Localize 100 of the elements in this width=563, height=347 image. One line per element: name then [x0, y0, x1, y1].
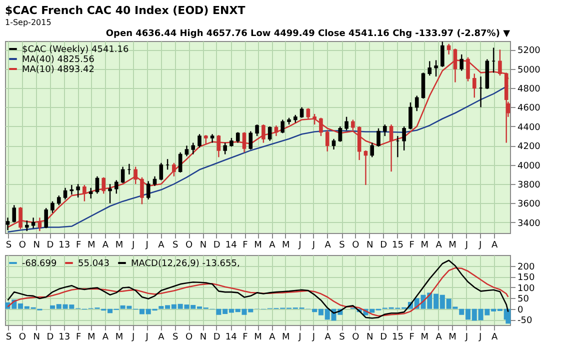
candlestick — [114, 180, 118, 194]
y-tick-label: -50 — [518, 316, 532, 326]
x-tick-label: M — [254, 332, 262, 342]
x-tick-label: M — [420, 240, 429, 250]
x-tick-label: S — [6, 332, 12, 342]
candlestick — [120, 166, 125, 184]
y-tick-label: 150 — [518, 273, 535, 284]
x-tick-label: F — [409, 240, 414, 250]
x-tick-label: M — [115, 332, 124, 342]
candlestick — [434, 60, 438, 78]
x-tick-label: A — [491, 332, 498, 342]
x-tick-label: A — [491, 240, 498, 250]
x-tick-label: D — [380, 332, 388, 342]
x-tick-label: F — [76, 332, 82, 342]
x-tick-label: A — [436, 332, 443, 342]
candlestick — [280, 119, 285, 134]
x-tick-label: S — [339, 332, 346, 342]
legend-label: $CAC (Weekly) 4541.16 — [22, 45, 130, 55]
candlestick — [134, 166, 138, 185]
x-tick-label: D — [46, 240, 54, 250]
x-tick-label: J — [464, 332, 468, 342]
x-tick-label: 13 — [58, 240, 70, 250]
candlestick — [255, 124, 259, 137]
x-tick-label: M — [448, 240, 456, 250]
x-tick-label: A — [436, 240, 443, 250]
candlestick — [472, 73, 476, 98]
candlestick — [184, 145, 189, 157]
x-tick-label: O — [352, 240, 360, 250]
candlestick — [370, 142, 374, 158]
x-tick-label: 15 — [392, 240, 404, 250]
y-tick-label: 4800 — [518, 84, 541, 95]
y-tick-label: 4600 — [518, 104, 541, 114]
y-tick-label: 50 — [518, 294, 530, 305]
x-tick-label: J — [311, 332, 316, 342]
candlestick — [76, 183, 80, 198]
candlestick — [414, 95, 419, 112]
x-tick-label: J — [298, 332, 302, 342]
x-tick-label: A — [269, 240, 276, 250]
candlestick — [344, 116, 348, 131]
candlestick — [325, 130, 330, 152]
candlestick — [332, 138, 336, 150]
x-tick-label: O — [186, 332, 193, 342]
x-tick-label: M — [254, 240, 262, 250]
legend-label: MA(10) 4893.42 — [22, 65, 94, 75]
x-tick-label: O — [352, 332, 360, 342]
x-tick-label: N — [200, 332, 207, 342]
x-tick-label: J — [131, 332, 135, 342]
x-tick-label: 14 — [225, 240, 238, 250]
candlestick — [274, 124, 278, 137]
candlestick — [402, 126, 406, 152]
candlestick — [56, 194, 61, 206]
x-tick-label: J — [144, 332, 148, 342]
candlestick — [191, 142, 196, 155]
x-tick-label: N — [366, 240, 374, 250]
y-tick-label: 200 — [518, 262, 535, 272]
line-series — [7, 267, 509, 317]
candlestick — [152, 176, 157, 187]
x-tick-label: N — [200, 240, 207, 250]
x-tick-label: J — [478, 332, 482, 342]
chart-subtitle: 1-Sep-2015 — [5, 18, 52, 27]
x-tick-label: N — [366, 332, 374, 342]
candlestick — [268, 126, 272, 142]
x-tick-label: A — [269, 332, 276, 342]
y-tick-label: 3800 — [518, 180, 541, 191]
line-series — [7, 260, 509, 319]
x-tick-label: J — [478, 240, 482, 250]
x-tick-label: D — [380, 240, 388, 250]
x-tick-label: A — [158, 332, 166, 342]
candlestick — [88, 187, 93, 200]
candlestick — [440, 41, 444, 68]
candlestick — [242, 132, 246, 153]
candlestick — [12, 204, 16, 224]
x-tick-label: M — [115, 240, 124, 250]
candlestick — [351, 119, 355, 131]
legend-label: 55.043 — [78, 259, 110, 269]
x-tick-label: S — [172, 240, 178, 250]
x-tick-label: F — [242, 332, 248, 342]
y-tick-label: 5200 — [518, 46, 541, 56]
x-tick-label: M — [420, 332, 429, 342]
legend-label: -68.699 — [22, 259, 58, 269]
x-tick-label: O — [18, 240, 26, 250]
candlestick — [198, 134, 202, 148]
x-tick-label: N — [33, 332, 40, 342]
candlestick — [460, 54, 464, 72]
chart-title: $CAC French CAC 40 Index (EOD) ENXT — [5, 4, 246, 17]
candlestick — [223, 142, 227, 155]
x-tick-label: O — [18, 332, 26, 342]
x-tick-label: N — [33, 240, 40, 250]
x-tick-label: D — [213, 240, 220, 250]
legend-label: MA(40) 4825.56 — [22, 55, 95, 65]
candlestick — [146, 180, 150, 200]
x-tick-label: M — [282, 240, 290, 250]
bar — [506, 308, 511, 324]
x-tick-label: J — [131, 240, 135, 250]
candlestick — [421, 72, 426, 100]
candlestick — [140, 176, 144, 205]
y-tick-label: 100 — [518, 284, 535, 294]
candlestick — [338, 126, 342, 142]
x-tick-label: M — [282, 332, 290, 342]
y-tick-label: 4000 — [518, 161, 541, 172]
